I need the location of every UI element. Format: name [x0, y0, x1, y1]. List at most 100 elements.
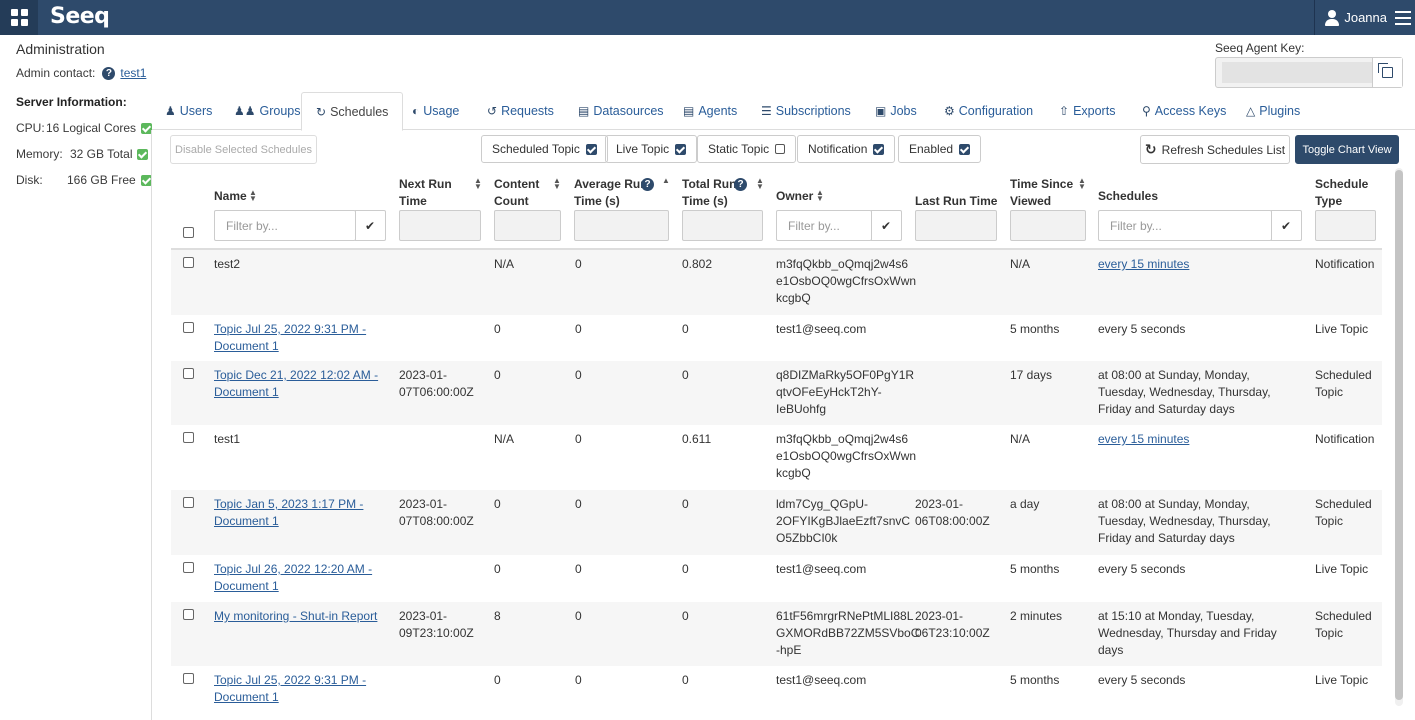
time-since-viewed: a day [1010, 496, 1090, 513]
column-header-total-run-time[interactable]: Total Run Time (s) [682, 176, 736, 210]
row-select-checkbox[interactable] [183, 673, 194, 684]
schedule-type-filter[interactable] [1315, 210, 1376, 241]
schedule-name[interactable]: Topic Jul 25, 2022 9:31 PM - Document 1 [214, 672, 384, 706]
schedule-description[interactable]: every 15 minutes [1098, 256, 1298, 273]
schedule-name-link[interactable]: Topic Jul 25, 2022 9:31 PM - Document 1 [214, 322, 367, 353]
schedule-name-link[interactable]: Topic Jul 25, 2022 9:31 PM - Document 1 [214, 673, 367, 704]
tab-configuration[interactable]: ⚙ Configuration [944, 92, 1033, 130]
time-since-viewed-filter[interactable] [1010, 210, 1086, 241]
row-select-checkbox[interactable] [183, 562, 194, 573]
schedules-filter-input[interactable]: Filter by... [1098, 210, 1272, 241]
filter-scheduled-topic[interactable]: Scheduled Topic [481, 135, 608, 163]
tab-schedules[interactable]: ↻ Schedules [301, 92, 404, 131]
tab-datasources[interactable]: ▤ Datasources [578, 92, 664, 130]
tab-groups[interactable]: ♟♟ Groups [234, 92, 301, 130]
help-icon[interactable]: ? [641, 178, 654, 191]
tab-requests[interactable]: ↺ Requests [487, 92, 554, 130]
schedule-name[interactable]: Topic Jul 26, 2022 12:20 AM - Document 1 [214, 561, 384, 595]
sort-icon[interactable]: ▲ ▼ [249, 188, 257, 203]
tab-agents[interactable]: ▤ Agents [683, 92, 737, 130]
disk-value: 166 GB Free [67, 173, 136, 187]
filter-live-topic[interactable]: Live Topic [605, 135, 698, 163]
content-count-filter[interactable] [494, 210, 561, 241]
schedule-name-link[interactable]: My monitoring - Shut-in Report [214, 609, 378, 623]
next-run-filter[interactable] [399, 210, 481, 241]
user-icon: ♟ [165, 104, 176, 118]
agent-key-value[interactable] [1222, 62, 1372, 83]
admin-contact-link[interactable]: test1 [120, 66, 147, 80]
row-select-checkbox[interactable] [183, 432, 194, 443]
toggle-chart-view-button[interactable]: Toggle Chart View [1295, 135, 1399, 164]
menu-icon[interactable] [1395, 10, 1411, 25]
total-run-filter[interactable] [682, 210, 763, 241]
row-select-checkbox[interactable] [183, 257, 194, 268]
row-select-checkbox[interactable] [183, 609, 194, 620]
schedule-description[interactable]: every 15 minutes [1098, 431, 1298, 448]
schedule-name[interactable]: Topic Jan 5, 2023 1:17 PM - Document 1 [214, 496, 384, 530]
schedule-name-link[interactable]: Topic Jul 26, 2022 12:20 AM - Document 1 [214, 562, 373, 593]
tab-access-keys[interactable]: ⚲ Access Keys [1142, 92, 1226, 130]
filter-static-topic[interactable]: Static Topic [697, 135, 797, 163]
sort-icon[interactable]: ▲ ▼ [756, 176, 764, 191]
sort-icon[interactable]: ▲ ▼ [1078, 176, 1086, 191]
tab-plugins[interactable]: △ Plugins [1246, 92, 1300, 130]
tab-jobs[interactable]: ▣ Jobs [875, 92, 917, 130]
help-icon[interactable]: ? [102, 66, 116, 80]
row-select-checkbox[interactable] [183, 368, 194, 379]
column-header-next-run[interactable]: Next Run Time [399, 176, 452, 210]
owner-filter-input[interactable]: Filter by... [776, 210, 872, 241]
checkbox-checked[interactable] [873, 143, 885, 155]
schedule-name-link[interactable]: Topic Jan 5, 2023 1:17 PM - Document 1 [214, 497, 364, 528]
checkbox-checked[interactable] [959, 143, 971, 155]
filter-enabled[interactable]: Enabled [898, 135, 982, 163]
schedule-description-link[interactable]: every 15 minutes [1098, 257, 1190, 271]
copy-agent-key-button[interactable] [1372, 58, 1402, 87]
sort-icon[interactable]: ▲ ▼ [816, 188, 824, 203]
schedule-name[interactable]: Topic Jul 25, 2022 9:31 PM - Document 1 [214, 321, 384, 355]
checkbox-checked[interactable] [675, 143, 687, 155]
average-run-filter[interactable] [574, 210, 669, 241]
cpu-row: CPU: 16 Logical Cores [16, 115, 153, 141]
schedule-name[interactable]: My monitoring - Shut-in Report [214, 608, 384, 625]
select-all-checkbox[interactable] [183, 227, 194, 238]
disable-selected-button[interactable]: Disable Selected Schedules [170, 135, 317, 164]
tab-subscriptions[interactable]: ☰ Subscriptions [761, 92, 851, 130]
owner-filter-apply-button[interactable]: ✔ [871, 210, 902, 241]
schedule-name-link[interactable]: Topic Dec 21, 2022 12:02 AM - Document 1 [214, 368, 379, 399]
row-select-checkbox[interactable] [183, 322, 194, 333]
column-header-name[interactable]: Name [214, 188, 247, 205]
filter-notification[interactable]: Notification [797, 135, 896, 163]
content-count-text: N/A [494, 257, 515, 271]
checkbox-unchecked[interactable] [775, 144, 786, 154]
schedule-type: Scheduled Topic [1315, 367, 1379, 401]
scrollbar-thumb[interactable] [1395, 170, 1403, 700]
tab-users[interactable]: ♟ Users [165, 92, 212, 130]
schedule-description-link[interactable]: every 15 minutes [1098, 432, 1190, 446]
sort-icon[interactable]: ▲ ▼ [474, 176, 482, 191]
row-select-checkbox[interactable] [183, 497, 194, 508]
app-launcher-button[interactable] [0, 0, 38, 35]
app-logo[interactable]: Seeq [50, 4, 110, 29]
schedules-filter-apply-button[interactable]: ✔ [1271, 210, 1302, 241]
schedule-name[interactable]: Topic Dec 21, 2022 12:02 AM - Document 1 [214, 367, 384, 401]
column-header-content-count[interactable]: Content Count [494, 176, 539, 210]
tab-usage[interactable]: ◐ Usage [412, 92, 459, 130]
table-scrollbar[interactable] [1395, 168, 1403, 706]
sort-ascending-icon[interactable]: ▲ [662, 176, 670, 185]
checkbox-checked[interactable] [585, 143, 597, 155]
user-menu[interactable]: Joanna [1314, 0, 1415, 35]
help-icon[interactable]: ? [734, 178, 747, 191]
user-name[interactable]: Joanna [1344, 10, 1387, 25]
name-filter-input[interactable]: Filter by... [214, 210, 356, 241]
name-filter-apply-button[interactable]: ✔ [355, 210, 386, 241]
column-header-owner[interactable]: Owner [776, 188, 813, 205]
sort-icon[interactable]: ▲ ▼ [553, 176, 561, 191]
tab-exports[interactable]: ⇧ Exports [1059, 92, 1115, 130]
next-run-time: 2023-01-09T23:10:00Z [399, 608, 489, 642]
refresh-schedules-button[interactable]: ↻ Refresh Schedules List [1140, 135, 1290, 164]
last-run-filter[interactable] [915, 210, 997, 241]
cpu-label: CPU: [16, 121, 45, 135]
column-header-average-run-time[interactable]: Average Run Time (s) [574, 176, 648, 210]
column-header-time-since-viewed[interactable]: Time Since Viewed [1010, 176, 1073, 210]
tab-label: Users [179, 104, 213, 118]
